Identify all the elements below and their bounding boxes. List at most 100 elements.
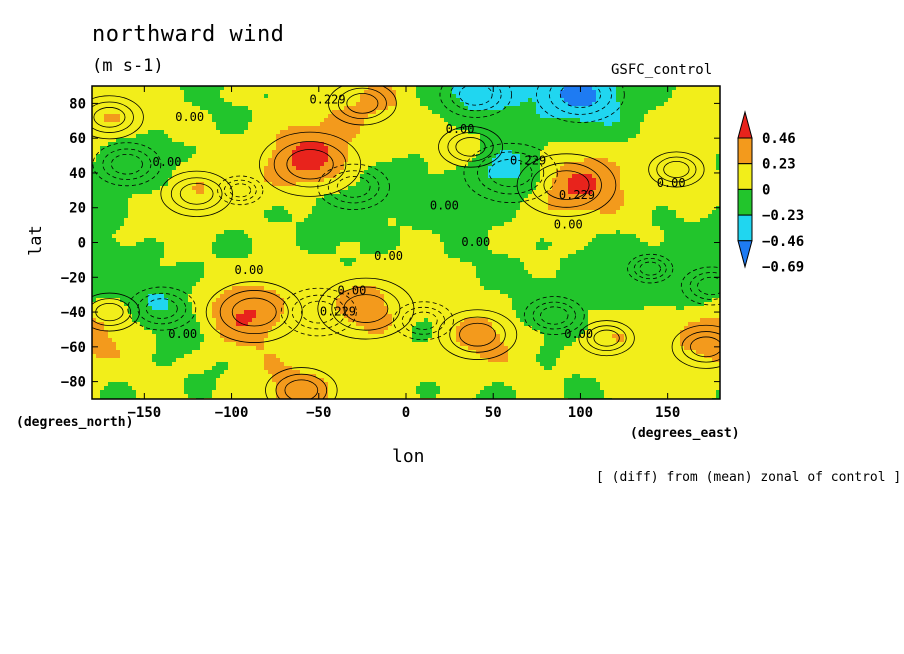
field-cell — [172, 318, 177, 323]
field-cell — [276, 334, 281, 339]
field-cell — [232, 178, 237, 183]
field-cell — [116, 354, 121, 359]
field-cell — [168, 126, 173, 131]
field-cell — [252, 146, 257, 151]
field-cell — [240, 118, 245, 123]
field-cell — [92, 362, 97, 367]
field-cell — [324, 154, 329, 159]
field-cell — [244, 266, 249, 271]
field-cell — [276, 138, 281, 143]
field-cell — [176, 270, 181, 275]
field-cell — [140, 274, 145, 279]
field-cell — [136, 174, 141, 179]
field-cell — [180, 366, 185, 371]
field-cell — [228, 394, 233, 399]
field-cell — [208, 86, 213, 91]
field-cell — [248, 374, 253, 379]
field-cell — [176, 126, 181, 131]
field-cell — [236, 334, 241, 339]
field-cell — [228, 382, 233, 387]
field-cell — [136, 130, 141, 135]
field-cell — [224, 94, 229, 99]
field-cell — [172, 258, 177, 263]
field-cell — [196, 394, 201, 399]
field-cell — [228, 326, 233, 331]
field-cell — [252, 350, 257, 355]
field-cell — [256, 270, 261, 275]
field-cell — [132, 354, 137, 359]
field-cell — [252, 382, 257, 387]
field-cell — [340, 358, 345, 363]
field-cell — [212, 362, 217, 367]
field-cell — [136, 246, 141, 251]
field-cell — [252, 286, 257, 291]
field-cell — [100, 322, 105, 327]
field-cell — [160, 314, 165, 319]
field-cell — [256, 222, 261, 227]
field-cell — [276, 202, 281, 207]
field-cell — [92, 226, 97, 231]
field-cell — [128, 114, 133, 119]
field-cell — [276, 134, 281, 139]
field-cell — [308, 134, 313, 139]
field-cell — [184, 382, 189, 387]
field-cell — [108, 150, 113, 155]
field-cell — [216, 114, 221, 119]
field-cell — [320, 242, 325, 247]
field-cell — [112, 330, 117, 335]
field-cell — [216, 170, 221, 175]
field-cell — [288, 354, 293, 359]
field-cell — [320, 358, 325, 363]
field-cell — [192, 322, 197, 327]
field-cell — [212, 366, 217, 371]
field-cell — [180, 342, 185, 347]
field-cell — [268, 338, 273, 343]
field-cell — [176, 314, 181, 319]
field-cell — [268, 102, 273, 107]
field-cell — [128, 354, 133, 359]
field-cell — [252, 138, 257, 143]
field-cell — [120, 234, 125, 239]
field-cell — [208, 354, 213, 359]
field-cell — [236, 266, 241, 271]
field-cell — [144, 254, 149, 259]
field-cell — [224, 86, 229, 91]
field-cell — [272, 118, 277, 123]
field-cell — [116, 122, 121, 127]
field-cell — [184, 266, 189, 271]
field-cell — [324, 134, 329, 139]
field-cell — [224, 90, 229, 95]
field-cell — [112, 266, 117, 271]
field-cell — [128, 286, 133, 291]
field-cell — [320, 90, 325, 95]
field-cell — [204, 142, 209, 147]
field-cell — [128, 194, 133, 199]
field-cell — [176, 174, 181, 179]
field-cell — [144, 106, 149, 111]
field-cell — [108, 286, 113, 291]
field-cell — [196, 314, 201, 319]
field-cell — [324, 230, 329, 235]
field-cell — [256, 214, 261, 219]
field-cell — [168, 378, 173, 383]
field-cell — [272, 142, 277, 147]
field-cell — [292, 134, 297, 139]
field-cell — [288, 134, 293, 139]
field-cell — [112, 366, 117, 371]
field-cell — [104, 386, 109, 391]
field-cell — [108, 262, 113, 267]
field-cell — [256, 338, 261, 343]
field-cell — [156, 326, 161, 331]
field-cell — [324, 306, 329, 311]
field-cell — [116, 234, 121, 239]
field-cell — [204, 282, 209, 287]
field-cell — [148, 314, 153, 319]
field-cell — [104, 246, 109, 251]
field-cell — [236, 86, 241, 91]
field-cell — [216, 106, 221, 111]
field-cell — [96, 234, 101, 239]
field-cell — [176, 222, 181, 227]
field-cell — [164, 394, 169, 399]
field-cell — [224, 198, 229, 203]
field-cell — [336, 390, 341, 395]
